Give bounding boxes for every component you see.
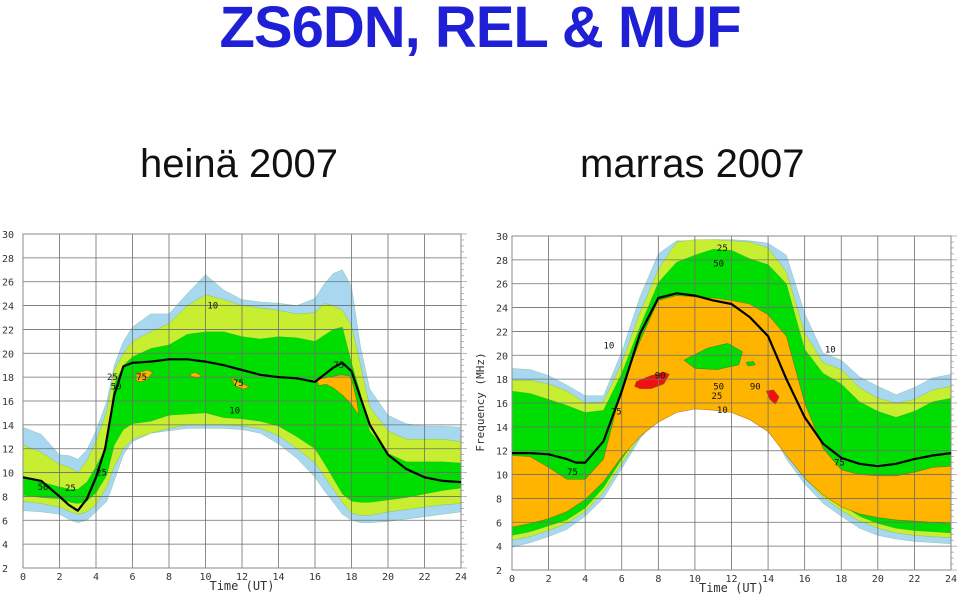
contour-label: 25: [96, 469, 107, 479]
y-tick-label: 14: [2, 421, 14, 432]
contour-label: 75: [611, 407, 622, 417]
rel-hole-0: [683, 343, 743, 370]
y-tick-label: 26: [496, 280, 508, 291]
y-tick-label: 12: [2, 445, 14, 456]
x-tick-label: 12: [236, 572, 248, 583]
x-tick-label: 22: [908, 574, 920, 585]
y-tick-label: 6: [2, 516, 8, 527]
contour-label: 25: [65, 484, 76, 494]
x-tick-label: 6: [129, 572, 135, 583]
x-tick-label: 16: [799, 574, 811, 585]
y-tick-label: 24: [496, 304, 508, 315]
y-tick-label: 2: [2, 564, 8, 575]
x-tick-label: 14: [272, 572, 284, 583]
x-tick-label: 0: [509, 574, 515, 585]
y-tick-label: 10: [496, 471, 508, 482]
chart-heina-2007: 0 2 4 6 8 10 12 14 16 18 20 22 242468101214161820222…: [2, 230, 467, 593]
contour-label: 75: [834, 459, 845, 469]
y-tick-label: 8: [496, 494, 502, 505]
y-tick-label: 8: [2, 492, 8, 503]
chart-marras-2007: 0 2 4 6 8 10 12 14 16 18 20 22 242468101214161820222…: [474, 232, 957, 595]
y-tick-label: 24: [2, 302, 14, 313]
x-tick-label: 10: [199, 572, 211, 583]
y-tick-label: 14: [496, 423, 508, 434]
x-tick-label: 2: [56, 572, 62, 583]
y-tick-label: 16: [496, 399, 508, 410]
x-tick-label: 18: [345, 572, 357, 583]
y-tick-label: 20: [2, 349, 14, 360]
rel-patch-75-0: [316, 374, 360, 416]
subtitle-left: heinä 2007: [140, 142, 338, 186]
contour-label: 10: [229, 407, 240, 417]
contour-label: 10: [825, 345, 836, 355]
x-tick-label: 14: [762, 574, 774, 585]
x-tick-label: 2: [546, 574, 552, 585]
x-axis-label: Time (UT): [699, 581, 764, 595]
x-tick-label: 0: [20, 572, 26, 583]
contour-label: 75: [233, 379, 244, 389]
x-tick-label: 10: [689, 574, 701, 585]
x-tick-label: 18: [835, 574, 847, 585]
y-tick-label: 30: [2, 230, 14, 241]
y-tick-label: 4: [2, 540, 8, 551]
x-tick-label: 24: [455, 572, 467, 583]
contour-label: 90: [655, 372, 666, 382]
muf-line: [512, 292, 951, 468]
rel-patch-90-0: [634, 371, 670, 389]
y-tick-label: 18: [496, 375, 508, 386]
y-axis-label: Frequency (MHz): [474, 352, 487, 451]
contour-label: 10: [604, 342, 615, 352]
contour-label: 50: [713, 382, 724, 392]
contour-label: 50: [111, 383, 122, 393]
y-tick-label: 12: [496, 447, 508, 458]
x-tick-label: 24: [945, 574, 957, 585]
contour-label: 25: [107, 373, 118, 383]
y-tick-label: 2: [496, 566, 502, 577]
x-tick-label: 22: [418, 572, 430, 583]
rel-hole-1: [745, 361, 756, 367]
contour-label: 25: [717, 244, 728, 254]
rel-patch-90-1: [765, 389, 780, 405]
rel-patch-75-3: [230, 376, 251, 390]
x-tick-label: 4: [93, 572, 99, 583]
y-tick-label: 20: [496, 351, 508, 362]
page-title: ZS6DN, REL & MUF: [219, 0, 741, 60]
y-tick-label: 16: [2, 397, 14, 408]
y-tick-label: 18: [2, 373, 14, 384]
x-tick-label: 12: [725, 574, 737, 585]
y-tick-label: 4: [496, 542, 502, 553]
contour-label: 50: [38, 483, 49, 493]
contour-label: 75: [136, 373, 147, 383]
contour-label: 90: [750, 382, 761, 392]
x-tick-label: 6: [619, 574, 625, 585]
contour-label: 25: [711, 392, 722, 402]
x-tick-label: 16: [309, 572, 321, 583]
y-tick-label: 26: [2, 278, 14, 289]
y-tick-label: 6: [496, 518, 502, 529]
contour-label: 10: [207, 302, 218, 312]
subtitle-right: marras 2007: [580, 142, 805, 186]
contour-label: 75: [567, 468, 578, 478]
y-tick-label: 28: [496, 256, 508, 267]
y-tick-label: 22: [496, 327, 508, 338]
x-tick-label: 20: [872, 574, 884, 585]
x-axis-label: Time (UT): [209, 579, 274, 593]
y-tick-label: 28: [2, 254, 14, 265]
rel-patch-75-1: [135, 369, 154, 383]
y-tick-label: 22: [2, 325, 14, 336]
y-tick-label: 10: [2, 469, 14, 480]
x-tick-label: 8: [655, 574, 661, 585]
x-tick-label: 4: [582, 574, 588, 585]
contour-label: 75: [333, 361, 344, 371]
contour-label: 50: [713, 259, 724, 269]
y-tick-label: 30: [496, 232, 508, 243]
contour-label: 10: [717, 406, 728, 416]
muf-line: [23, 358, 461, 512]
x-tick-label: 20: [382, 572, 394, 583]
x-tick-label: 8: [166, 572, 172, 583]
